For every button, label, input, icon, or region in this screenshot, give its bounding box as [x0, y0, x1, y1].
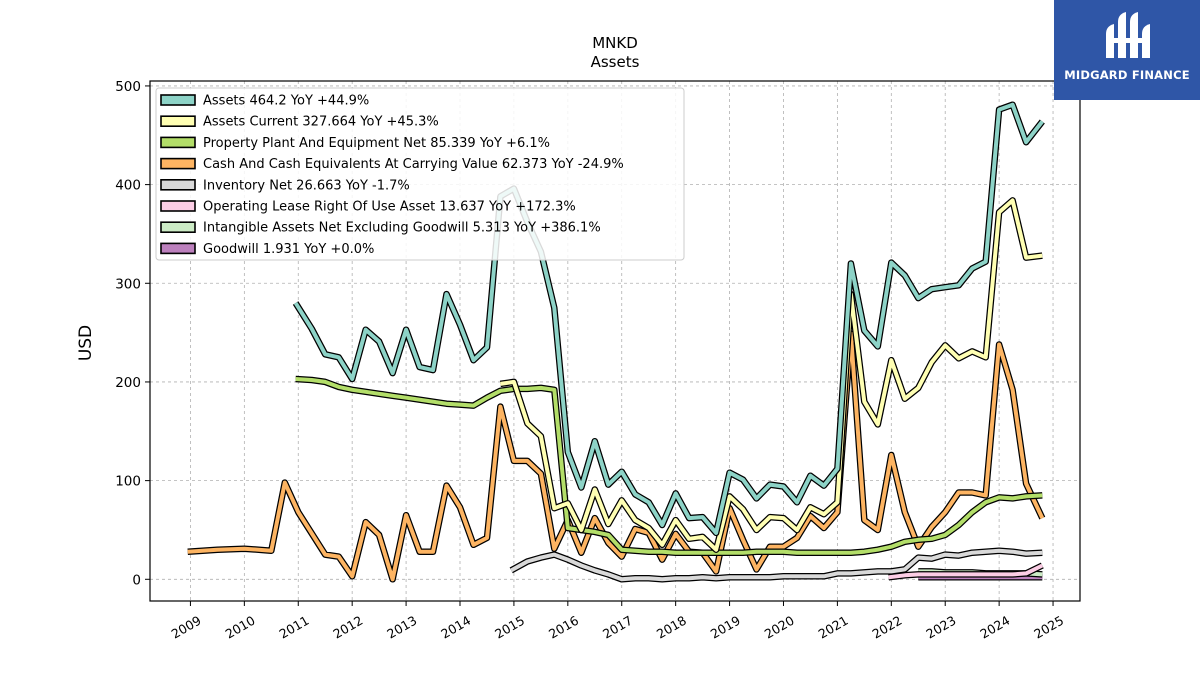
- series-line: [293, 102, 1044, 535]
- y-tick-label: 100: [115, 474, 141, 490]
- x-tick-label: 2009: [169, 613, 204, 642]
- legend-entry: Assets 464.2 YoY +44.9%: [203, 94, 369, 109]
- series-property-plant-and-equipment-net: [295, 375, 1043, 556]
- midgard-finance-logo: MIDGARD FINANCE: [1054, 0, 1200, 100]
- series-line: [888, 563, 1044, 580]
- logo-name: MIDGARD FINANCE: [1064, 68, 1190, 82]
- series-line: [187, 331, 1045, 582]
- x-tick-label: 2021: [816, 613, 851, 642]
- legend-swatch: [160, 136, 196, 149]
- series-line: [510, 548, 1043, 582]
- y-tick-label: 0: [132, 572, 141, 588]
- legend-swatch: [160, 179, 196, 191]
- legend-swatch: [160, 157, 196, 170]
- legend-entry: Property Plant And Equipment Net 85.339 …: [203, 136, 550, 151]
- x-tick-label: 2012: [330, 613, 365, 642]
- series-inventory-net: [509, 547, 1043, 583]
- x-tick-label: 2020: [762, 613, 797, 642]
- y-tick-label: 300: [115, 276, 141, 292]
- chart-legend: Assets 464.2 YoY +44.9% Assets Current 32…: [155, 87, 685, 261]
- series-assets: [292, 101, 1045, 537]
- y-axis-label: USD: [76, 325, 96, 361]
- chart-subtitle: Assets: [591, 53, 640, 71]
- legend-swatch: [160, 200, 196, 212]
- legend-box: [155, 87, 685, 261]
- legend-entry: Goodwill 1.931 YoY +0.0%: [203, 242, 374, 257]
- x-tick-label: 2019: [708, 613, 743, 642]
- legend-swatch: [160, 115, 196, 127]
- midgard-logo-icon: [1106, 12, 1150, 58]
- chart-title: MNKD: [592, 34, 638, 52]
- legend-entry: Inventory Net 26.663 YoY -1.7%: [203, 178, 410, 193]
- x-tick-label: 2014: [438, 613, 473, 642]
- series-line: [295, 377, 1043, 555]
- plot-frame: [149, 80, 1081, 602]
- legend-entry: Assets Current 327.664 YoY +45.3%: [203, 115, 439, 130]
- x-tick-label: 2015: [492, 613, 527, 642]
- series-line: [500, 198, 1043, 552]
- legend-swatch: [160, 221, 196, 233]
- x-tick-label: 2023: [923, 613, 958, 642]
- legend-swatch: [160, 94, 196, 106]
- legend-entry: Cash And Cash Equivalents At Carrying Va…: [203, 157, 624, 172]
- x-tick-label: 2016: [546, 613, 581, 642]
- x-tick-label: 2018: [654, 613, 689, 642]
- series-layer: [187, 101, 1046, 583]
- x-tick-label: 2024: [977, 613, 1012, 642]
- series-cash-and-cash-equivalents-at-carrying-value: [187, 330, 1046, 583]
- x-tick-label: 2011: [276, 613, 311, 642]
- legend-swatch: [160, 242, 196, 255]
- x-tick-label: 2017: [600, 613, 635, 642]
- series-assets-current: [499, 197, 1043, 553]
- y-tick-label: 200: [115, 375, 141, 391]
- series-operating-lease-right-of-use-asset: [888, 562, 1044, 581]
- x-tick-label: 2010: [223, 613, 258, 642]
- x-tick-label: 2013: [384, 613, 419, 642]
- y-tick-label: 500: [115, 79, 141, 95]
- y-tick-label: 400: [115, 178, 141, 194]
- x-tick-label: 2025: [1031, 613, 1066, 642]
- x-tick-label: 2022: [870, 613, 905, 642]
- legend-entry: Intangible Assets Net Excluding Goodwill…: [203, 221, 601, 236]
- legend-entry: Operating Lease Right Of Use Asset 13.63…: [203, 200, 576, 215]
